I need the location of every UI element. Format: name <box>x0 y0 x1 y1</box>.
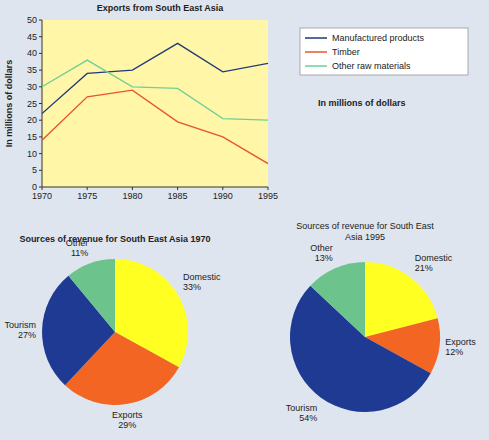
x-tick-label: 1995 <box>258 191 278 201</box>
pie-slice <box>310 262 365 337</box>
slice-label: Exports <box>112 410 143 420</box>
data-label: 29% <box>118 420 136 430</box>
y-tick-label: 15 <box>27 132 37 142</box>
legend-label: Manufactured products <box>332 33 425 43</box>
data-label: 21% <box>415 263 433 273</box>
series-line <box>42 43 268 113</box>
y-tick-label: 5 <box>32 165 37 175</box>
data-label: 33% <box>183 282 201 292</box>
slice-label: Tourism <box>286 403 318 413</box>
data-label: 13% <box>315 253 333 263</box>
slice-label: Exports <box>445 337 476 347</box>
y-axis-label: In millions of dollars <box>4 60 14 148</box>
y-tick-label: 50 <box>27 15 37 25</box>
legend-swatch <box>305 51 327 53</box>
x-axis <box>42 187 268 188</box>
x-tick-label: 1980 <box>122 191 142 201</box>
chart-title: Sources of revenue for South EastAsia 19… <box>296 221 434 242</box>
legend-label: Other raw materials <box>332 61 411 71</box>
title-line: Sources of revenue for South East Asia 1… <box>19 234 210 244</box>
slice-label: Other <box>66 238 89 248</box>
y-tick-label: 45 <box>27 32 37 42</box>
x-tick-label: 1985 <box>168 191 188 201</box>
y-tick-label: 40 <box>27 48 37 58</box>
background <box>0 0 489 440</box>
legend-swatch <box>305 37 327 39</box>
slice-label: Domestic <box>415 253 453 263</box>
data-label: 11% <box>71 248 88 258</box>
y-tick-label: 35 <box>27 65 37 75</box>
pie-chart: Sources of revenue for South EastAsia 19… <box>286 221 476 423</box>
slice-label: Tourism <box>5 320 37 330</box>
y-tick-label: 25 <box>27 99 37 109</box>
legend-label: Timber <box>332 47 360 57</box>
series-group <box>42 43 268 163</box>
data-label: 54% <box>299 413 317 423</box>
pie-chart: Sources of revenue for South East Asia 1… <box>5 234 221 430</box>
chart-canvas: Exports from South East Asia051015202530… <box>0 0 489 440</box>
legend-swatch <box>305 65 327 67</box>
annotation: In millions of dollars <box>318 98 406 108</box>
slice-label: Other <box>310 243 333 253</box>
series-line <box>42 60 268 120</box>
data-label: 27% <box>18 330 36 340</box>
line-chart: Exports from South East Asia051015202530… <box>4 3 468 201</box>
slice-label: Domestic <box>183 272 221 282</box>
title-line: Sources of revenue for South East <box>296 221 434 231</box>
pie-slice <box>68 259 115 332</box>
x-tick-label: 1990 <box>213 191 233 201</box>
x-tick-label: 1970 <box>32 191 52 201</box>
data-label: 12% <box>445 347 463 357</box>
y-tick-label: 30 <box>27 82 37 92</box>
legend-box <box>300 28 468 75</box>
y-tick-label: 10 <box>27 149 37 159</box>
series-line <box>42 90 268 163</box>
title-line: Asia 1995 <box>345 232 385 242</box>
x-tick-label: 1975 <box>77 191 97 201</box>
y-axis <box>42 20 43 187</box>
plot-area <box>42 20 268 187</box>
chart-title: Exports from South East Asia <box>97 3 225 13</box>
chart-title: Sources of revenue for South East Asia 1… <box>19 234 210 244</box>
y-tick-label: 20 <box>27 115 37 125</box>
